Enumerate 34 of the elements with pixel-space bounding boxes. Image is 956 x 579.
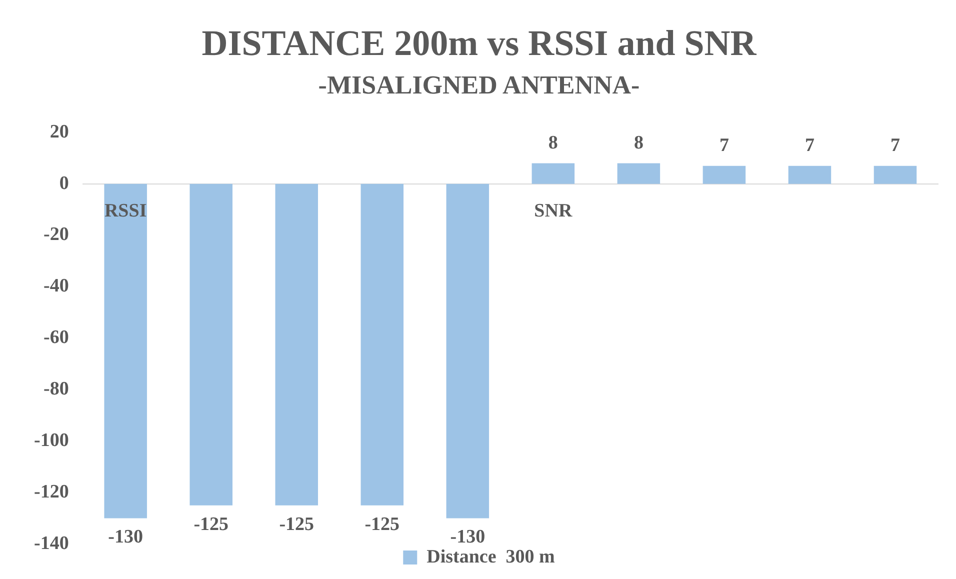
legend-label: Distance 300 m <box>426 546 556 568</box>
bar <box>360 184 404 506</box>
chart-title: DISTANCE 200m vs RSSI and SNR <box>202 22 758 63</box>
y-tick-label: -140 <box>34 532 69 554</box>
chart-subtitle: -MISALIGNED ANTENNA- <box>318 70 640 100</box>
y-tick-label: -60 <box>44 327 69 348</box>
data-label: 8 <box>634 132 644 154</box>
data-label: -130 <box>450 526 486 548</box>
data-label: 7 <box>804 135 815 156</box>
bar <box>275 184 318 506</box>
bar <box>446 184 490 518</box>
y-tick-label: -20 <box>44 224 69 246</box>
data-label: -125 <box>279 514 314 535</box>
data-label: 8 <box>548 132 558 154</box>
y-tick-label: -120 <box>34 481 69 502</box>
data-label: -125 <box>364 514 400 535</box>
data-label: -125 <box>194 514 229 535</box>
data-label: 7 <box>719 135 730 156</box>
y-tick-label: 0 <box>59 172 69 194</box>
bar <box>617 163 660 184</box>
data-label: 7 <box>890 135 900 156</box>
data-label: -130 <box>108 526 143 548</box>
bar <box>532 163 575 184</box>
y-tick-label: -80 <box>44 378 69 400</box>
y-tick-label: -100 <box>34 430 69 452</box>
bar <box>702 166 746 184</box>
y-tick-label: 20 <box>50 121 69 142</box>
x-tick-label: SNR <box>534 200 572 222</box>
bar <box>788 166 832 184</box>
y-tick-label: -40 <box>44 276 69 297</box>
bar <box>874 166 917 184</box>
bar <box>104 184 147 518</box>
bar <box>190 184 232 506</box>
x-tick-label: RSSI <box>104 200 147 222</box>
